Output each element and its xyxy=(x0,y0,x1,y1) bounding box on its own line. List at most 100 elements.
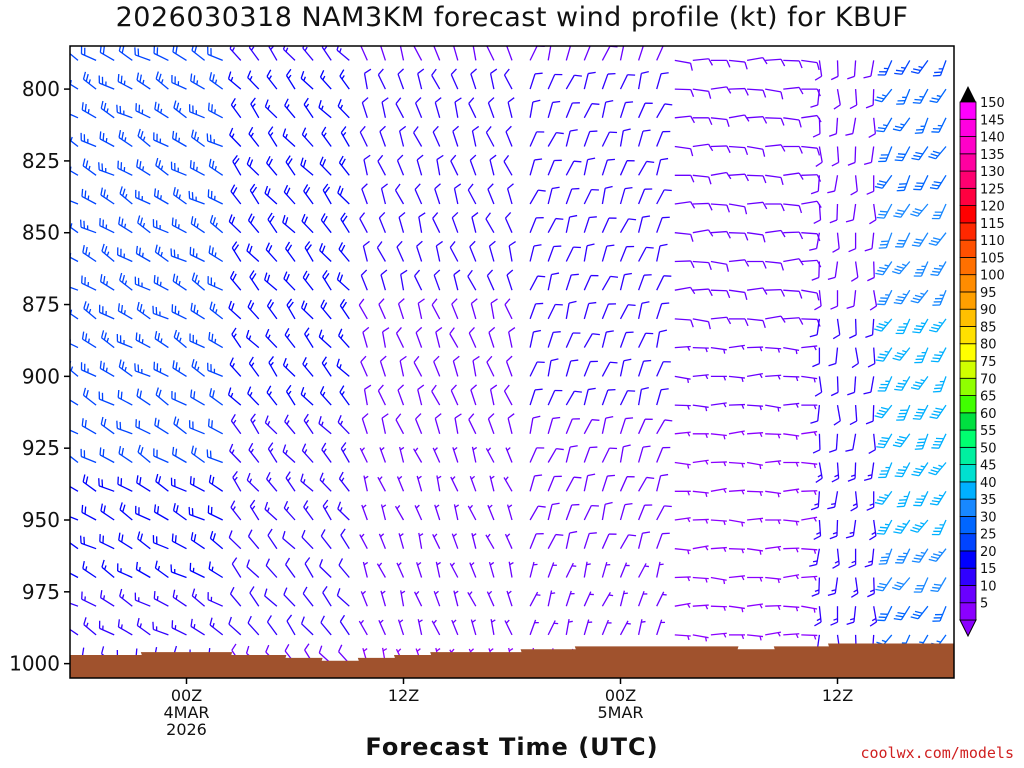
barb-shaft xyxy=(301,307,314,320)
barb-half-flag xyxy=(687,603,691,608)
barb-shaft xyxy=(852,519,857,536)
barb-flag xyxy=(117,619,120,627)
wind-barb xyxy=(135,103,151,119)
barb-half-flag xyxy=(705,347,708,353)
barb-flag xyxy=(914,132,923,134)
barb-half-flag xyxy=(687,491,690,496)
barb-shaft xyxy=(619,504,626,521)
barb-shaft xyxy=(282,537,296,550)
barb-shaft xyxy=(747,201,764,205)
colorbar-label: 75 xyxy=(980,355,997,370)
barb-shaft xyxy=(101,337,115,349)
barb-shaft xyxy=(247,622,260,636)
barb-flag xyxy=(845,448,853,452)
barb-half-flag xyxy=(488,504,493,509)
wind-barb xyxy=(601,72,616,90)
barb-shaft xyxy=(917,203,929,217)
colorbar-swatch xyxy=(959,308,977,327)
barb-flag xyxy=(879,582,887,586)
barb-flag xyxy=(230,97,236,106)
barb-shaft xyxy=(919,404,929,420)
barb-shaft xyxy=(529,73,536,90)
barb-half-flag xyxy=(397,648,402,653)
wind-barb xyxy=(318,100,332,119)
barb-flag xyxy=(302,46,307,49)
barb-half-flag xyxy=(687,549,690,555)
barb-flag xyxy=(154,331,158,339)
barb-half-flag xyxy=(795,574,799,580)
barb-flag xyxy=(85,160,89,169)
barb-shaft xyxy=(854,405,858,422)
barb-half-flag xyxy=(452,619,457,624)
barb-shaft xyxy=(854,347,860,364)
barb-shaft xyxy=(172,137,187,148)
barb-flag xyxy=(174,76,176,85)
barb-half-flag xyxy=(552,564,557,566)
barb-flag xyxy=(468,326,475,334)
wind-barb xyxy=(529,99,541,118)
wind-barb xyxy=(692,374,709,380)
barb-half-flag xyxy=(214,309,218,314)
barb-shaft xyxy=(565,504,573,521)
wind-barb xyxy=(765,117,785,126)
barb-flag xyxy=(811,276,820,281)
wind-barb xyxy=(152,305,169,320)
barb-flag xyxy=(377,68,384,76)
barb-flag xyxy=(99,274,103,282)
wind-barb xyxy=(895,548,911,564)
barb-flag xyxy=(320,615,325,623)
barb-half-flag xyxy=(723,402,727,408)
barb-shaft xyxy=(506,274,513,291)
wind-barb xyxy=(783,605,800,612)
wind-barb xyxy=(117,563,133,579)
barb-shaft xyxy=(100,597,115,607)
barb-shaft xyxy=(135,512,151,521)
barb-flag xyxy=(268,301,275,310)
barb-half-flag xyxy=(814,589,820,592)
barb-flag xyxy=(171,74,173,83)
wind-barb xyxy=(783,375,800,382)
barb-half-flag xyxy=(252,103,256,108)
wind-barb xyxy=(674,490,691,496)
barb-shaft xyxy=(190,167,205,176)
barb-shaft xyxy=(638,332,647,348)
barb-shaft xyxy=(656,361,664,377)
barb-shaft xyxy=(266,621,278,636)
barb-half-flag xyxy=(285,47,289,52)
wind-barb xyxy=(728,259,750,267)
wind-barb xyxy=(488,561,495,578)
wind-barb xyxy=(911,146,929,161)
barb-flag xyxy=(156,449,158,458)
barb-flag xyxy=(910,616,919,620)
barb-flag xyxy=(120,478,123,486)
barb-shaft xyxy=(747,287,764,291)
barb-shaft xyxy=(901,462,911,477)
wind-barb xyxy=(379,125,387,147)
y-tick-label: 850 xyxy=(22,221,60,245)
wind-barb xyxy=(783,258,804,266)
barb-half-flag xyxy=(871,531,876,535)
wind-barb xyxy=(848,318,857,339)
barb-shaft xyxy=(137,135,151,147)
wind-barb xyxy=(583,360,598,377)
barb-flag xyxy=(845,219,854,223)
barb-flag xyxy=(646,160,655,163)
wind-barb xyxy=(359,447,368,463)
wind-barb xyxy=(728,605,745,613)
wind-barb xyxy=(529,302,544,320)
wind-barb xyxy=(656,130,671,147)
barb-half-flag xyxy=(471,619,477,623)
wind-barb xyxy=(877,289,893,306)
wind-barb xyxy=(232,470,242,492)
wind-barb xyxy=(229,127,242,147)
barb-half-flag xyxy=(903,552,908,555)
barb-flag xyxy=(212,533,216,541)
barb-flag xyxy=(301,529,306,538)
barb-flag xyxy=(175,275,179,284)
barb-shaft xyxy=(135,196,151,205)
barb-flag xyxy=(863,391,872,395)
wind-barb xyxy=(931,203,947,220)
barb-flag xyxy=(894,125,903,129)
barb-flag xyxy=(120,75,123,84)
barb-shaft xyxy=(938,519,947,535)
